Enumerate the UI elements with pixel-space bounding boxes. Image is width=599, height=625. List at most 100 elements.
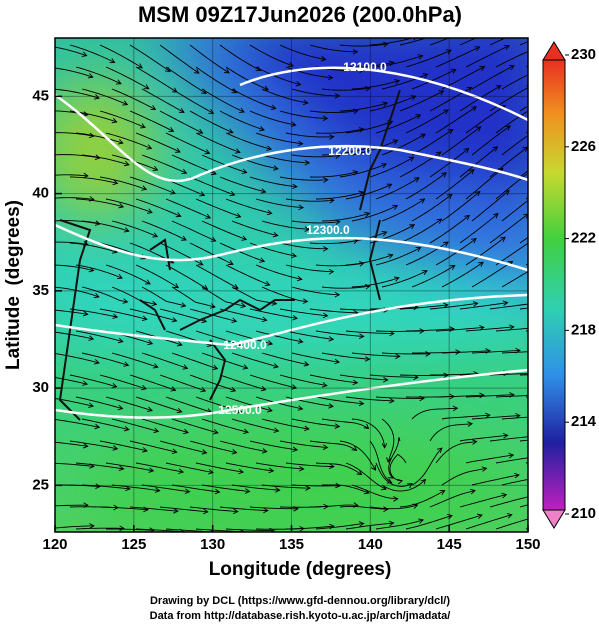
streamline <box>399 304 448 310</box>
streamline <box>441 467 487 486</box>
streamline-arrow <box>475 126 482 132</box>
streamline-arrow <box>212 429 219 435</box>
colorbar-tick-label: 210 <box>571 505 596 522</box>
streamline-arrow <box>394 79 401 85</box>
streamline <box>501 135 528 156</box>
streamline-arrow <box>352 49 359 55</box>
streamline <box>471 350 520 354</box>
streamline-arrow <box>147 406 153 413</box>
streamline <box>111 88 156 110</box>
streamline <box>75 527 124 530</box>
streamline-arrow <box>320 56 327 62</box>
streamline-arrow <box>304 226 311 232</box>
streamline-arrow <box>443 109 449 115</box>
streamline <box>195 462 244 473</box>
streamline-arrow <box>442 302 449 309</box>
streamline-arrow <box>303 361 310 367</box>
streamline <box>435 46 480 68</box>
streamline-arrow <box>292 314 298 321</box>
streamline <box>345 330 394 334</box>
streamline-arrow <box>422 270 428 276</box>
streamline-arrow <box>142 447 148 453</box>
streamline <box>489 436 528 442</box>
streamline <box>465 167 504 200</box>
streamline-arrow <box>500 236 506 242</box>
streamline <box>375 55 423 68</box>
streamline-arrow <box>122 298 129 304</box>
streamline-arrow <box>93 359 100 365</box>
streamline <box>519 170 528 178</box>
streamline <box>345 183 392 200</box>
streamline-arrow <box>409 224 416 230</box>
streamline-arrow <box>209 303 216 309</box>
streamline-arrow <box>383 376 389 383</box>
streamline-arrow <box>441 30 446 34</box>
streamline <box>201 88 245 113</box>
streamline <box>435 441 477 464</box>
streamline <box>459 494 507 508</box>
streamline-arrow <box>410 95 417 101</box>
streamline <box>351 80 400 90</box>
streamline-arrow <box>234 148 241 154</box>
streamline <box>309 308 358 314</box>
streamline-arrow <box>470 488 476 495</box>
streamline-arrow <box>567 195 572 199</box>
streamline-arrow <box>447 128 454 135</box>
streamline <box>201 418 249 433</box>
streamline-arrow <box>178 107 185 113</box>
streamline <box>285 525 334 530</box>
streamline <box>249 506 298 510</box>
streamline <box>381 270 428 288</box>
streamline-arrow <box>537 514 542 519</box>
streamline <box>495 395 528 398</box>
streamline-arrow <box>363 423 370 430</box>
streamline <box>389 453 407 482</box>
streamline <box>369 440 392 484</box>
streamline-arrow <box>449 326 455 332</box>
streamline <box>159 506 208 513</box>
streamline <box>225 66 269 91</box>
streamline <box>441 350 490 354</box>
streamline <box>75 198 124 208</box>
streamline <box>471 415 520 420</box>
streamline <box>381 73 428 90</box>
streamline <box>411 193 453 222</box>
streamline <box>159 110 203 134</box>
streamline <box>219 110 265 131</box>
streamline <box>489 87 528 112</box>
streamline <box>189 374 236 392</box>
streamline <box>201 484 250 492</box>
streamline-arrow <box>536 127 541 131</box>
streamline <box>255 66 301 86</box>
x-tick-label: 120 <box>42 536 67 553</box>
streamline <box>231 484 280 491</box>
streamline <box>375 177 420 200</box>
streamline-arrow <box>560 28 565 33</box>
streamline-arrow <box>240 302 247 309</box>
streamline <box>399 218 442 244</box>
streamline <box>471 260 513 288</box>
streamline-arrow <box>568 130 573 134</box>
y-tick-label: 40 <box>32 185 49 202</box>
streamline-arrow <box>506 513 513 519</box>
streamline <box>261 220 310 230</box>
streamline-arrow <box>152 232 159 238</box>
streamline-arrow <box>272 363 279 369</box>
streamline <box>81 220 129 232</box>
streamline-arrow <box>208 108 215 114</box>
streamline <box>339 505 388 510</box>
streamline <box>471 65 515 90</box>
streamline-arrow <box>446 193 453 200</box>
streamline-arrow <box>329 463 335 469</box>
streamline-arrow <box>81 51 88 57</box>
streamline <box>141 154 187 174</box>
streamline-arrow <box>273 427 280 433</box>
streamline <box>165 396 212 413</box>
streamline <box>75 396 123 410</box>
streamline <box>99 44 143 69</box>
streamline-arrow <box>413 38 417 41</box>
streamline-arrow <box>205 213 212 219</box>
streamline <box>225 396 273 412</box>
streamline <box>309 374 358 384</box>
streamline-arrow <box>495 85 502 91</box>
